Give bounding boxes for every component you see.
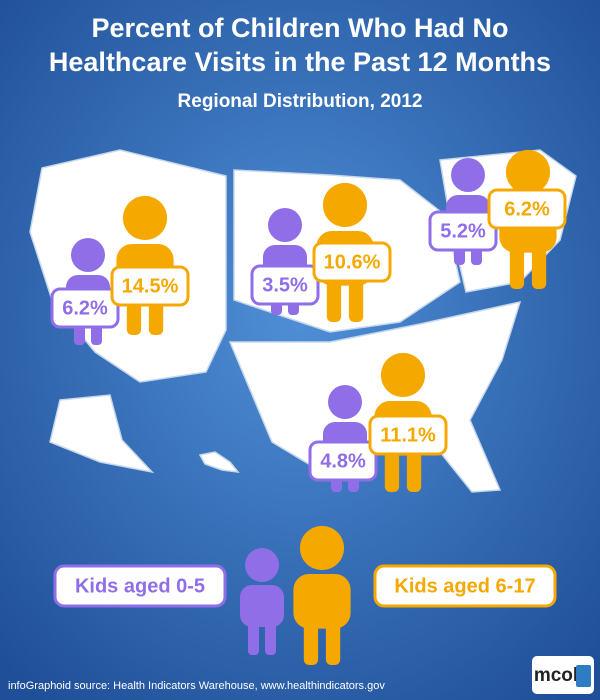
value-box bbox=[308, 440, 378, 482]
figure-head bbox=[245, 548, 279, 582]
figure-leg bbox=[326, 277, 342, 322]
legend-label: Kids aged 0-5 bbox=[75, 575, 205, 597]
value-label: 4.8% bbox=[320, 450, 366, 472]
figure-head bbox=[380, 352, 426, 398]
value-label: 10.6% bbox=[324, 251, 381, 273]
alaska bbox=[49, 394, 155, 474]
figure-head bbox=[71, 238, 105, 272]
logo-icon bbox=[576, 665, 591, 687]
value-box bbox=[312, 241, 392, 283]
figure-head bbox=[322, 182, 368, 228]
figure-head bbox=[122, 195, 168, 241]
figure-leg bbox=[406, 447, 422, 492]
value-label: 6.2% bbox=[504, 198, 550, 220]
figure-head bbox=[268, 208, 302, 242]
source: infoGraphoid source: Health Indicators W… bbox=[8, 680, 385, 692]
figure-head bbox=[451, 158, 485, 192]
value-box bbox=[50, 287, 120, 329]
value-box bbox=[428, 210, 498, 252]
value-box bbox=[487, 188, 567, 230]
subtitle: Regional Distribution, 2012 bbox=[178, 91, 423, 112]
figure-body bbox=[240, 585, 284, 627]
logo: mcol bbox=[534, 665, 578, 686]
figure-head bbox=[328, 385, 362, 419]
figure-leg bbox=[509, 244, 525, 289]
figure-leg bbox=[384, 447, 400, 492]
value-label: 14.5% bbox=[122, 275, 179, 297]
figure-body bbox=[293, 574, 351, 629]
legend-box bbox=[53, 564, 227, 608]
figure-leg bbox=[531, 244, 547, 289]
title-line: Percent of Children Who Had No bbox=[91, 13, 508, 43]
figure-head bbox=[505, 149, 551, 195]
figure-leg bbox=[348, 277, 364, 322]
figure-leg bbox=[303, 620, 319, 665]
value-label: 5.2% bbox=[440, 220, 486, 242]
figure-leg bbox=[325, 620, 341, 665]
value-label: 11.1% bbox=[380, 424, 436, 446]
value-box bbox=[368, 414, 448, 456]
value-label: 3.5% bbox=[262, 274, 308, 296]
hawaii bbox=[198, 451, 240, 473]
legend-box bbox=[373, 564, 557, 608]
value-box bbox=[250, 264, 320, 306]
title-line: Healthcare Visits in the Past 12 Months bbox=[49, 47, 551, 77]
legend-label: Kids aged 6-17 bbox=[394, 575, 535, 597]
figures: 6.2% 14.5% 3.5% 10.6% 5.2% 6.2% 4.8% 11.1% bbox=[50, 149, 567, 665]
value-box bbox=[110, 265, 190, 307]
value-label: 6.2% bbox=[62, 297, 108, 319]
figure-leg bbox=[265, 621, 276, 655]
figure-head bbox=[299, 525, 345, 571]
figure-leg bbox=[248, 621, 259, 655]
